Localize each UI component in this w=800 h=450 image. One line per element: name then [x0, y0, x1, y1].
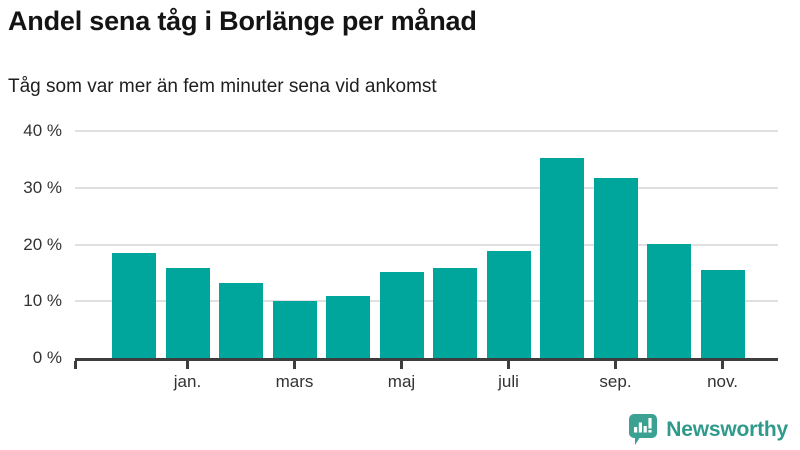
y-tick-label: 10 % [23, 291, 62, 311]
x-tick-maj [400, 361, 403, 369]
bar-feb. [219, 283, 263, 358]
bar-chart-speech-bubble-icon [629, 414, 658, 445]
x-tick-label: juli [498, 372, 519, 391]
bar-juni [433, 268, 477, 358]
newsworthy-logo: Newsworthy [628, 413, 788, 446]
x-tick-mars [293, 361, 296, 369]
bar-jan. [165, 267, 210, 358]
gridline-10 [75, 300, 778, 303]
bar-sep. [593, 178, 638, 358]
chart-area: jan. mars maj juli sep. nov. 0 % 10 % 20 % 30 % 4… [0, 120, 800, 420]
bar-nov. [700, 269, 745, 358]
plot-area: jan. mars maj juli sep. nov. [74, 120, 778, 391]
x-tick-label: sep. [599, 372, 632, 391]
y-tick-label: 0 % [32, 348, 62, 367]
brand-name: Newsworthy [666, 417, 788, 441]
x-tick-label: nov. [707, 372, 738, 391]
y-tick-label: 40 % [23, 121, 62, 141]
x-tick-label: jan. [173, 372, 202, 391]
y-tick-label: 20 % [23, 234, 62, 254]
chart-subtitle: Tåg som var mer än fem minuter sena vid … [8, 76, 437, 97]
bar-okt. [647, 244, 691, 358]
gridline-20 [75, 243, 778, 246]
x-tick-label: mars [275, 372, 314, 391]
y-tick-label: 30 % [23, 178, 62, 197]
bar-apr. [326, 296, 370, 358]
gridline-30 [75, 187, 778, 189]
bar-dec. [112, 252, 156, 358]
chart-title: Andel sena tåg i Borlänge per månad [8, 6, 477, 36]
x-tick-juli [507, 361, 510, 369]
x-axis-start-tick [74, 361, 77, 369]
x-tick-jan. [186, 361, 189, 369]
x-tick-label: maj [387, 372, 416, 391]
x-tick-nov. [721, 361, 724, 369]
x-tick-sep. [614, 361, 617, 369]
bar-maj [379, 272, 424, 358]
bar-mars [272, 300, 317, 358]
bar-juli [486, 250, 531, 358]
bar-aug. [540, 157, 584, 358]
gridline-40 [75, 130, 778, 133]
